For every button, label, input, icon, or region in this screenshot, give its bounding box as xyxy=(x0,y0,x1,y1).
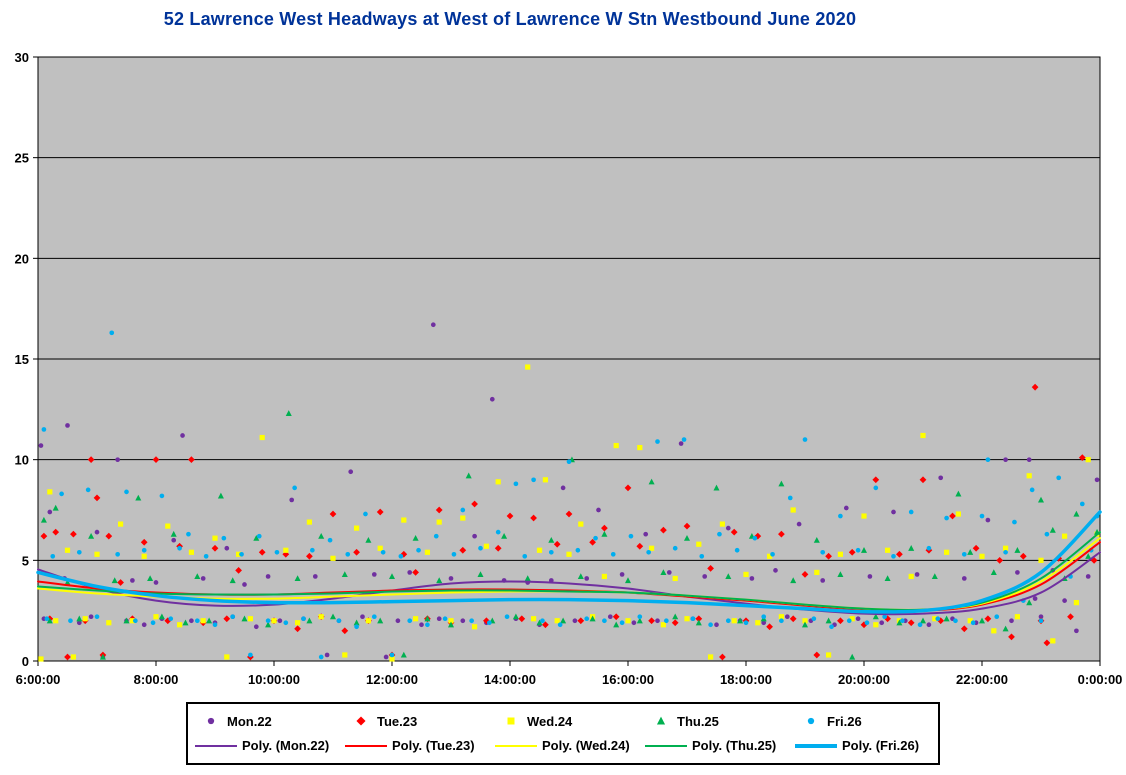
legend-label-tue23: Tue.23 xyxy=(377,713,418,729)
trend-lines xyxy=(36,510,1102,616)
tue23-marker-icon xyxy=(354,714,368,728)
series-points-Fri.26 xyxy=(41,330,1100,660)
x-tick-label: 8:00:00 xyxy=(134,672,179,687)
y-tick-label: 15 xyxy=(15,352,29,367)
legend-item-thu25: Thu.25 xyxy=(638,714,788,729)
legend-item-poly-fri26: Poly. (Fri.26) xyxy=(788,738,938,753)
legend-item-tue23: Tue.23 xyxy=(338,714,488,729)
legend-label-thu25: Thu.25 xyxy=(677,713,719,729)
legend-item-poly-thu25: Poly. (Thu.25) xyxy=(638,738,788,753)
trend-line-Fri.26 xyxy=(36,510,1102,614)
chart-svg: 0 5 10 15 20 25 30 6:00:00 8:00:00 10:00:00 12:00:… xyxy=(15,50,1123,687)
x-tick-label: 6:00:00 xyxy=(16,672,61,687)
legend-label-poly-tue23: Poly. (Tue.23) xyxy=(392,738,475,754)
series-points-Thu.25 xyxy=(40,410,1101,660)
y-tick-label: 0 xyxy=(22,654,29,669)
legend-item-poly-wed24: Poly. (Wed.24) xyxy=(488,738,638,753)
legend-label-poly-wed24: Poly. (Wed.24) xyxy=(542,738,630,754)
gridlines xyxy=(38,157,1100,561)
legend-item-wed24: Wed.24 xyxy=(488,714,638,729)
legend-label-mon22: Mon.22 xyxy=(227,713,272,729)
legend-item-fri26: Fri.26 xyxy=(788,714,938,729)
x-tick-label: 22:00:00 xyxy=(956,672,1008,687)
fri26-marker-icon xyxy=(804,714,818,728)
axes: 0 5 10 15 20 25 30 6:00:00 8:00:00 10:00:00 12:00:… xyxy=(15,50,1123,687)
legend-item-mon22: Mon.22 xyxy=(188,714,338,729)
legend-row-trendlines: Poly. (Mon.22) Poly. (Tue.23) Poly. (Wed… xyxy=(188,738,938,753)
legend-label-fri26: Fri.26 xyxy=(827,713,862,729)
y-tick-label: 10 xyxy=(15,453,29,468)
y-tick-label: 20 xyxy=(15,251,29,266)
x-tick-label: 12:00:00 xyxy=(366,672,418,687)
poly-tue23-line-icon xyxy=(345,744,387,747)
x-tick-label: 20:00:00 xyxy=(838,672,890,687)
y-tick-label: 25 xyxy=(15,151,29,166)
x-tick-label: 14:00:00 xyxy=(484,672,536,687)
mon22-marker-icon xyxy=(204,714,218,728)
thu25-marker-icon xyxy=(654,714,668,728)
poly-fri26-line-icon xyxy=(795,743,837,748)
poly-mon22-line-icon xyxy=(195,744,237,747)
x-tick-label: 0:00:00 xyxy=(1078,672,1123,687)
legend-label-poly-thu25: Poly. (Thu.25) xyxy=(692,738,777,754)
poly-wed24-line-icon xyxy=(495,744,537,747)
legend-row-markers: Mon.22 Tue.23 Wed.24 Thu.25 Fri.26 xyxy=(188,714,938,729)
trend-line-Mon.22 xyxy=(37,551,1101,616)
poly-thu25-line-icon xyxy=(645,744,687,747)
legend-item-poly-tue23: Poly. (Tue.23) xyxy=(338,738,488,753)
y-tick-label: 5 xyxy=(22,553,29,568)
legend-item-poly-mon22: Poly. (Mon.22) xyxy=(188,738,338,753)
legend-label-poly-mon22: Poly. (Mon.22) xyxy=(242,738,330,754)
wed24-marker-icon xyxy=(504,714,518,728)
legend-label-poly-fri26: Poly. (Fri.26) xyxy=(842,738,920,754)
x-tick-label: 10:00:00 xyxy=(248,672,300,687)
x-tick-label: 16:00:00 xyxy=(602,672,654,687)
legend-label-wed24: Wed.24 xyxy=(527,713,573,729)
legend: Mon.22 Tue.23 Wed.24 Thu.25 Fri.26 xyxy=(186,702,940,765)
chart-title: 52 Lawrence West Headways at West of Law… xyxy=(163,9,857,29)
x-tick-label: 18:00:00 xyxy=(720,672,772,687)
y-tick-label: 30 xyxy=(15,50,29,65)
